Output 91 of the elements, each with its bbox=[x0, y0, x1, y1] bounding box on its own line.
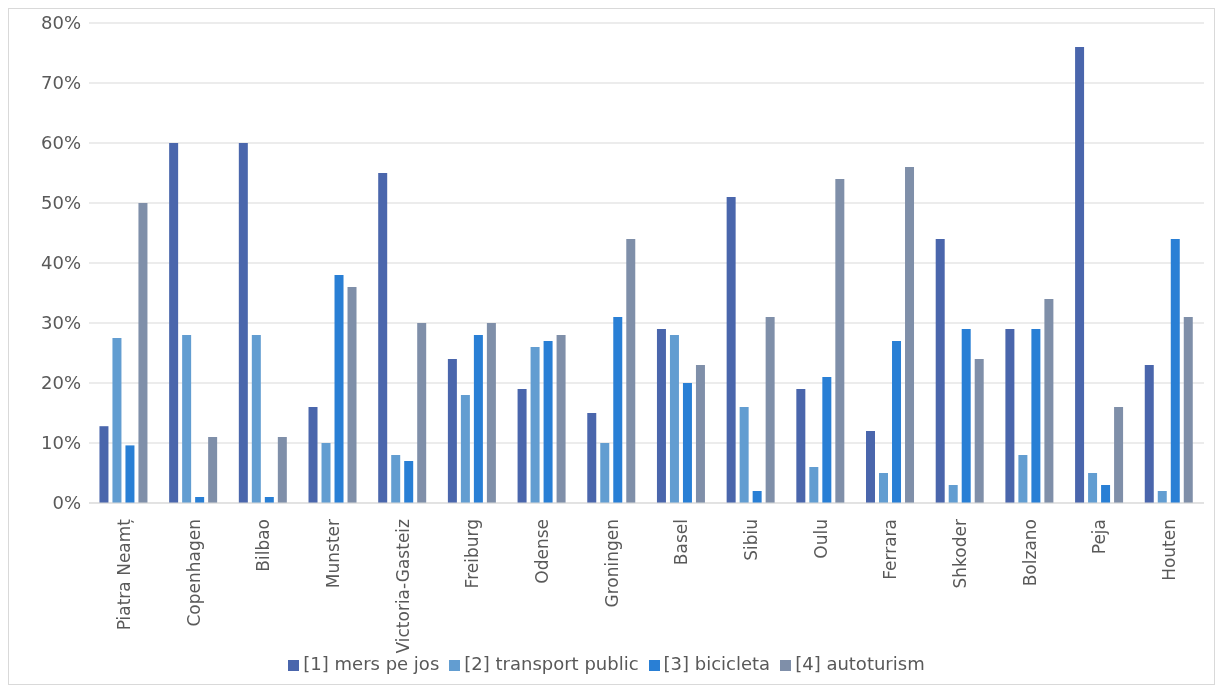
x-tick-label: Basel bbox=[671, 519, 692, 566]
bar bbox=[866, 431, 876, 503]
bar bbox=[334, 275, 344, 503]
y-tick-label: 40% bbox=[40, 252, 81, 274]
bar bbox=[238, 143, 248, 503]
y-tick-label: 80% bbox=[40, 12, 81, 34]
x-tick-label: Ferrara bbox=[880, 519, 901, 580]
bar bbox=[1031, 329, 1041, 503]
x-tick-label: Groningen bbox=[601, 519, 622, 608]
bar bbox=[613, 317, 623, 503]
bar bbox=[251, 335, 261, 503]
bar bbox=[517, 389, 527, 503]
bar bbox=[1157, 491, 1167, 503]
x-tick-label: Freiburg bbox=[462, 519, 483, 589]
bar bbox=[530, 347, 540, 503]
bar bbox=[125, 445, 135, 503]
bar bbox=[308, 407, 318, 503]
bar bbox=[765, 317, 775, 503]
y-tick-label: 20% bbox=[40, 372, 81, 394]
bar bbox=[695, 365, 705, 503]
bar bbox=[321, 443, 331, 503]
bar bbox=[961, 329, 971, 503]
bar bbox=[739, 407, 749, 503]
legend-label: [3] bicicleta bbox=[663, 653, 771, 674]
bar bbox=[809, 467, 819, 503]
bar bbox=[277, 437, 287, 503]
bar bbox=[682, 383, 692, 503]
bar bbox=[1088, 473, 1098, 503]
bar bbox=[447, 359, 457, 503]
bar bbox=[378, 173, 388, 503]
bar bbox=[669, 335, 679, 503]
bar bbox=[656, 329, 666, 503]
legend-label: [4] autoturism bbox=[795, 653, 925, 674]
x-tick-label: Peja bbox=[1089, 519, 1110, 555]
x-tick-label: Piatra Neamț bbox=[113, 518, 134, 631]
x-tick-label: Bolzano bbox=[1019, 519, 1040, 587]
bar bbox=[822, 377, 832, 503]
bar bbox=[543, 341, 553, 503]
bar bbox=[835, 179, 845, 503]
x-tick-label: Oulu bbox=[810, 519, 831, 559]
y-tick-label: 50% bbox=[40, 192, 81, 214]
x-tick-label: Victoria-Gasteiz bbox=[392, 518, 413, 654]
bar bbox=[1044, 299, 1054, 503]
bar bbox=[473, 335, 483, 503]
x-tick-label: Shkoder bbox=[950, 519, 971, 589]
bar bbox=[486, 323, 496, 503]
bar bbox=[391, 455, 401, 503]
bar bbox=[1183, 317, 1193, 503]
bar bbox=[905, 167, 915, 503]
bar bbox=[99, 426, 109, 503]
y-tick-label: 10% bbox=[40, 432, 81, 454]
bar bbox=[752, 491, 762, 503]
y-tick-label: 60% bbox=[40, 132, 81, 154]
bar bbox=[182, 335, 192, 503]
bar bbox=[208, 437, 218, 503]
x-tick-label: Sibiu bbox=[741, 519, 762, 561]
bar bbox=[587, 413, 597, 503]
bar bbox=[1170, 239, 1180, 503]
bar bbox=[974, 359, 984, 503]
x-tick-label: Bilbao bbox=[253, 519, 274, 572]
x-tick-label: Munster bbox=[322, 518, 343, 589]
bar bbox=[460, 395, 470, 503]
x-tick-label: Odense bbox=[531, 519, 552, 584]
bar bbox=[417, 323, 427, 503]
bar bbox=[404, 461, 414, 503]
bar bbox=[1075, 47, 1085, 503]
bar bbox=[1018, 455, 1028, 503]
bar bbox=[1114, 407, 1124, 503]
y-tick-label: 70% bbox=[40, 72, 81, 94]
bar bbox=[879, 473, 889, 503]
bar bbox=[1005, 329, 1015, 503]
bar bbox=[169, 143, 179, 503]
bar bbox=[112, 338, 122, 503]
legend-label: [1] mers pe jos bbox=[303, 653, 440, 674]
y-tick-label: 30% bbox=[40, 312, 81, 334]
bar bbox=[626, 239, 636, 503]
bar bbox=[1101, 485, 1111, 503]
bar bbox=[796, 389, 806, 503]
bar bbox=[556, 335, 566, 503]
bar bbox=[935, 239, 945, 503]
x-tick-label: Copenhagen bbox=[183, 519, 204, 627]
bar bbox=[600, 443, 610, 503]
bar bbox=[347, 287, 357, 503]
bar bbox=[892, 341, 902, 503]
y-tick-label: 0% bbox=[52, 492, 81, 514]
x-tick-label: Houten bbox=[1159, 519, 1180, 581]
bar bbox=[726, 197, 736, 503]
bar bbox=[138, 203, 148, 503]
bar bbox=[1144, 365, 1154, 503]
bar bbox=[948, 485, 958, 503]
legend-label: [2] transport public bbox=[464, 653, 639, 674]
